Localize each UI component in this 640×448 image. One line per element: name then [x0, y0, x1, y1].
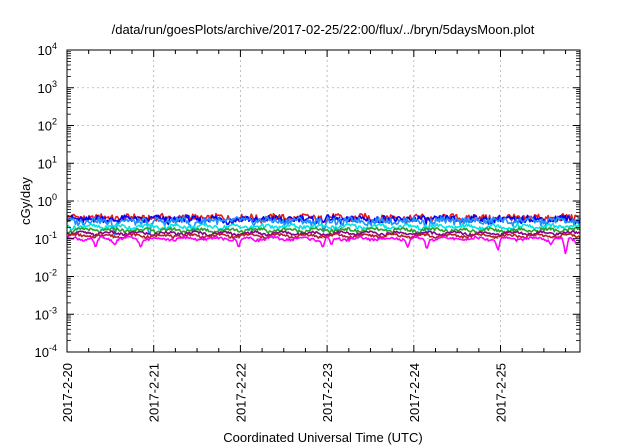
series-line	[66, 222, 581, 231]
x-tick-label: 2017-2-25	[494, 363, 509, 422]
y-axis-label: cGy/day	[18, 177, 33, 225]
y-tick-label: 10-3	[35, 305, 57, 322]
grid	[67, 50, 580, 352]
x-tick-label: 2017-2-20	[60, 363, 75, 422]
series-group	[66, 212, 581, 255]
chart-title: /data/run/goesPlots/archive/2017-02-25/2…	[112, 22, 535, 37]
series-line	[66, 232, 581, 240]
y-tick-label: 10-2	[35, 268, 57, 285]
y-tick-label: 104	[38, 41, 57, 58]
x-tick-label: 2017-2-22	[233, 363, 248, 422]
x-tick-label: 2017-2-23	[320, 363, 335, 422]
series-line	[66, 226, 581, 234]
x-axis-label: Coordinated Universal Time (UTC)	[223, 430, 422, 445]
x-tick-label: 2017-2-21	[147, 363, 162, 422]
y-tick-label: 102	[38, 117, 57, 134]
x-tick-label: 2017-2-24	[407, 363, 422, 422]
y-axis: 10-4 10-3 10-2 10-1 100 101 102 103 104	[35, 41, 580, 360]
y-tick-label: 101	[38, 154, 57, 171]
series-line	[66, 215, 581, 237]
y-tick-label: 10-4	[35, 343, 57, 360]
y-tick-label: 10-1	[35, 230, 57, 247]
series-line	[66, 214, 581, 226]
y-tick-label: 103	[38, 79, 57, 96]
x-axis: 2017-2-20 2017-2-21 2017-2-22 2017-2-23 2017…	[60, 50, 567, 422]
series-line	[66, 235, 581, 255]
y-tick-label: 100	[38, 192, 57, 209]
